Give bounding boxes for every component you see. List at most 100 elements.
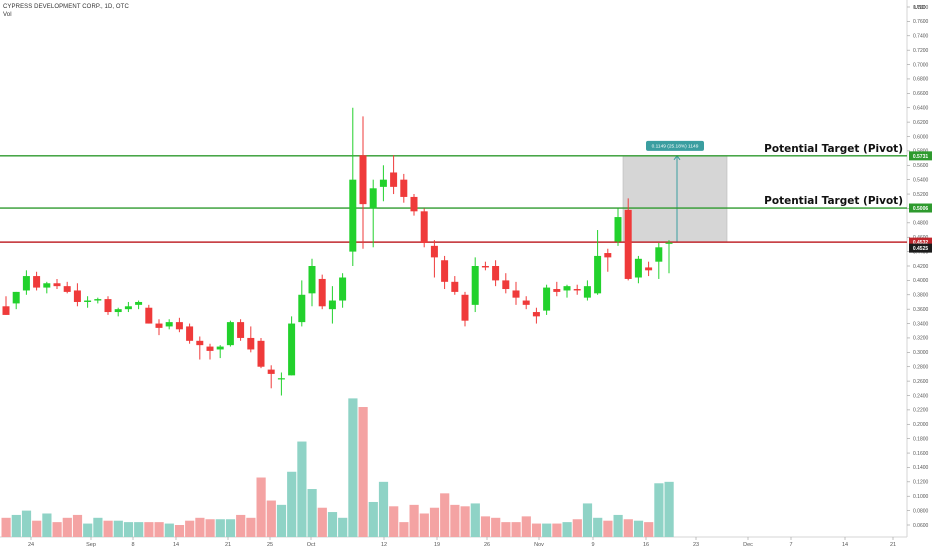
y-tick-label: 0.5600 [913, 163, 929, 169]
candle-body [196, 340, 204, 346]
candle-body [379, 179, 387, 187]
volume-bar [21, 510, 32, 537]
grid [0, 0, 908, 538]
volume-bar [440, 493, 450, 537]
volume-bar [154, 522, 164, 537]
volume-bar [358, 407, 368, 537]
y-tick-label: 0.0800 [913, 508, 929, 514]
candle-body [206, 346, 214, 351]
candle-body [400, 179, 408, 197]
volume-bar [195, 517, 205, 537]
horizontal-lines[interactable]: Potential Target (Pivot) Potential Target… [0, 143, 907, 243]
volume-bar [276, 504, 287, 537]
time-axis[interactable]: 24 Sep 8 14 21 25 Oct 12 19 26 Nov 9 16 23 Dec 7 14 21 [28, 537, 896, 548]
volume-bar [62, 517, 72, 537]
price-axis[interactable]: 0.7800 0.7600 0.7400 0.7200 0.7000 0.6800 0.66… [907, 5, 929, 529]
x-tick-label: 26 [484, 542, 490, 548]
volume-bar [134, 522, 144, 537]
measure-label: 0.1149 (25.18%) 1149 [652, 143, 699, 149]
volume-bar [501, 522, 511, 537]
x-tick-label: 7 [789, 542, 792, 548]
volume-bar [613, 514, 623, 537]
measure-label-box [646, 140, 704, 151]
y-tick-label: 0.1800 [913, 436, 929, 442]
y-tick-label: 0.7000 [913, 62, 929, 68]
candle-body [563, 286, 571, 291]
volume-bar [236, 514, 246, 537]
candle-body [349, 179, 357, 252]
volume-bar [480, 516, 491, 537]
candle-body [543, 287, 551, 311]
volume-bar [256, 477, 266, 537]
y-tick-label: 0.3400 [913, 321, 929, 327]
volume-bar [603, 520, 613, 537]
volume-label: Vol [3, 12, 12, 18]
volume-bar [521, 516, 531, 537]
candle-body [267, 369, 275, 374]
volume-bar [174, 525, 185, 537]
y-tick-label: 0.6600 [913, 91, 929, 97]
volume-bar [389, 506, 399, 537]
measure-box[interactable] [622, 155, 728, 243]
x-tick-label: 8 [131, 542, 134, 548]
volume-bar [307, 489, 317, 537]
volume-bar [623, 519, 633, 537]
candle-body [53, 283, 61, 287]
volume-bar [368, 501, 378, 537]
candle-body [553, 289, 561, 292]
volume-bar [83, 523, 93, 537]
price-tag-label: 0.4532 [913, 240, 929, 246]
candle-body [441, 260, 449, 282]
y-tick-label: 0.6800 [913, 77, 929, 83]
x-tick-label: 14 [842, 542, 848, 548]
line-label: Potential Target (Pivot) [764, 195, 903, 207]
volume-bar [654, 483, 664, 537]
line-label: Potential Target (Pivot) [764, 143, 903, 155]
candle-body [522, 300, 530, 305]
candle-body [22, 276, 30, 291]
volume-bar [409, 504, 419, 537]
price-tag [909, 203, 932, 213]
volume-bar [378, 481, 389, 537]
volume-bar [185, 520, 195, 537]
candle-body [410, 196, 418, 212]
volume-bar [266, 500, 276, 537]
candles [2, 107, 673, 396]
last-price-tag [909, 243, 932, 253]
x-tick-label: 12 [381, 542, 387, 548]
volume-bar [582, 503, 593, 537]
measure-tool[interactable]: 0.1149 (25.18%) 1149 [622, 140, 728, 243]
y-tick-label: 0.7600 [913, 19, 929, 25]
volume-bar [113, 520, 123, 537]
y-tick-label: 0.3600 [913, 307, 929, 313]
candle-body [135, 301, 143, 305]
y-tick-label: 0.4800 [913, 221, 929, 227]
y-tick-label: 0.3800 [913, 293, 929, 299]
candle-body [665, 242, 673, 244]
volume-bar [32, 520, 42, 537]
x-tick-label: 19 [434, 542, 440, 548]
candle-body [573, 289, 581, 291]
y-tick-label: 0.3000 [913, 350, 929, 356]
volume-bar [123, 522, 134, 537]
candle-body [471, 266, 479, 305]
volume-bar [317, 507, 327, 537]
candle-body [502, 280, 510, 290]
volume-bar [450, 504, 460, 537]
x-tick-label: 21 [890, 542, 896, 548]
x-tick-label: 24 [28, 542, 34, 548]
candle-body [655, 247, 663, 262]
candle-body [624, 209, 632, 279]
y-tick-label: 0.2400 [913, 393, 929, 399]
candle-body [583, 286, 591, 298]
candle-body [645, 267, 653, 271]
volume-bar [419, 513, 429, 537]
volume-bar [11, 514, 21, 537]
candle-body [492, 266, 500, 281]
x-tick-label: 25 [267, 542, 273, 548]
volume-bar [633, 520, 644, 537]
y-tick-label: 0.5200 [913, 192, 929, 198]
y-tick-label: 0.0600 [913, 523, 929, 529]
